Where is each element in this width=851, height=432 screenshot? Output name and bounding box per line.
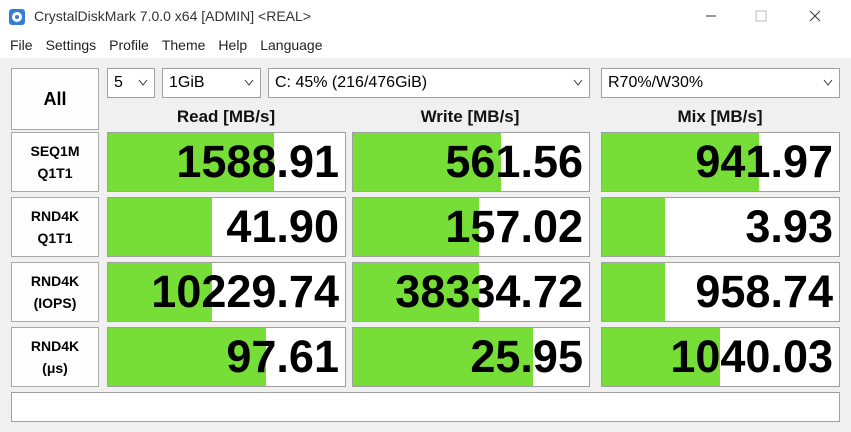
menu-item[interactable]: Help bbox=[218, 37, 248, 53]
drive-value: C: 45% (216/476GiB) bbox=[275, 74, 428, 91]
row-label-line: SEQ1M bbox=[30, 143, 80, 159]
result-value: 3.93 bbox=[745, 201, 833, 252]
row-label-line: (IOPS) bbox=[33, 295, 77, 311]
menu-item[interactable]: Language bbox=[260, 37, 323, 53]
result-bar bbox=[353, 198, 479, 256]
result-cell: 41.90 bbox=[107, 197, 346, 257]
count-select[interactable]: 5 bbox=[107, 68, 155, 98]
result-bar bbox=[108, 198, 212, 256]
result-value: 958.74 bbox=[695, 266, 833, 317]
result-cell: 38334.72 bbox=[352, 262, 590, 322]
count-value: 5 bbox=[114, 74, 123, 91]
result-bar bbox=[602, 263, 665, 321]
result-cell: 1040.03 bbox=[601, 327, 840, 387]
result-bar bbox=[353, 133, 501, 191]
result-cell: 941.97 bbox=[601, 132, 840, 192]
result-bar bbox=[108, 263, 212, 321]
result-bar bbox=[602, 328, 720, 386]
window-controls[interactable] bbox=[700, 8, 840, 24]
result-value: 1040.03 bbox=[670, 331, 833, 382]
row-label-line: RND4K bbox=[30, 273, 80, 289]
row-label[interactable]: RND4K Q1T1 bbox=[11, 197, 99, 257]
result-bar bbox=[108, 328, 267, 386]
result-bar bbox=[602, 133, 759, 191]
result-bar bbox=[602, 198, 665, 256]
column-header: Read [MB/s] bbox=[176, 107, 276, 126]
result-cell: 958.74 bbox=[601, 262, 840, 322]
row-label[interactable]: RND4K (IOPS) bbox=[11, 262, 99, 322]
result-value: 157.02 bbox=[445, 201, 583, 252]
result-value: 97.61 bbox=[226, 331, 339, 382]
result-cell: 1588.91 bbox=[107, 132, 346, 192]
column-header: Write [MB/s] bbox=[420, 107, 520, 126]
size-select[interactable]: 1GiB bbox=[162, 68, 261, 98]
all-button[interactable]: All bbox=[11, 68, 99, 130]
result-bar bbox=[353, 263, 479, 321]
result-value: 941.97 bbox=[695, 136, 833, 187]
result-value: 25.95 bbox=[470, 331, 583, 382]
result-cell: 157.02 bbox=[352, 197, 590, 257]
result-cell: 97.61 bbox=[107, 327, 346, 387]
drive-select[interactable]: C: 45% (216/476GiB) bbox=[268, 68, 590, 98]
result-bar bbox=[108, 133, 274, 191]
result-value: 10229.74 bbox=[151, 266, 339, 317]
row-label[interactable]: SEQ1M Q1T1 bbox=[11, 132, 99, 192]
size-value: 1GiB bbox=[169, 74, 205, 91]
result-value: 41.90 bbox=[226, 201, 339, 252]
menu-item[interactable]: File bbox=[10, 37, 33, 53]
result-bar bbox=[353, 328, 534, 386]
row-label-line: (μs) bbox=[42, 360, 68, 376]
row-label-line: Q1T1 bbox=[37, 230, 73, 246]
mix-select[interactable]: R70%/W30% bbox=[601, 68, 840, 98]
result-value: 38334.72 bbox=[395, 266, 583, 317]
row-label-line: Q1T1 bbox=[37, 165, 73, 181]
result-cell: 10229.74 bbox=[107, 262, 346, 322]
title-bar: CrystalDiskMark 7.0.0 x64 [ADMIN] <REAL> bbox=[0, 0, 851, 32]
app-icon bbox=[9, 9, 25, 25]
menu-item[interactable]: Settings bbox=[45, 37, 97, 53]
result-value: 1588.91 bbox=[176, 136, 339, 187]
row-label-line: RND4K bbox=[30, 208, 80, 224]
column-header: Mix [MB/s] bbox=[677, 107, 763, 126]
result-value: 561.56 bbox=[445, 136, 583, 187]
comment-box[interactable] bbox=[11, 392, 840, 422]
menu-bar: File Settings Profile Theme Help Language bbox=[0, 32, 851, 58]
row-label-line: RND4K bbox=[30, 338, 80, 354]
result-cell: 25.95 bbox=[352, 327, 590, 387]
menu-item[interactable]: Theme bbox=[161, 37, 206, 53]
row-label[interactable]: RND4K (μs) bbox=[11, 327, 99, 387]
result-cell: 561.56 bbox=[352, 132, 590, 192]
window-title: CrystalDiskMark 7.0.0 x64 [ADMIN] <REAL> bbox=[34, 8, 311, 24]
result-cell: 3.93 bbox=[601, 197, 840, 257]
mix-value: R70%/W30% bbox=[608, 74, 704, 91]
menu-item[interactable]: Profile bbox=[109, 37, 149, 53]
